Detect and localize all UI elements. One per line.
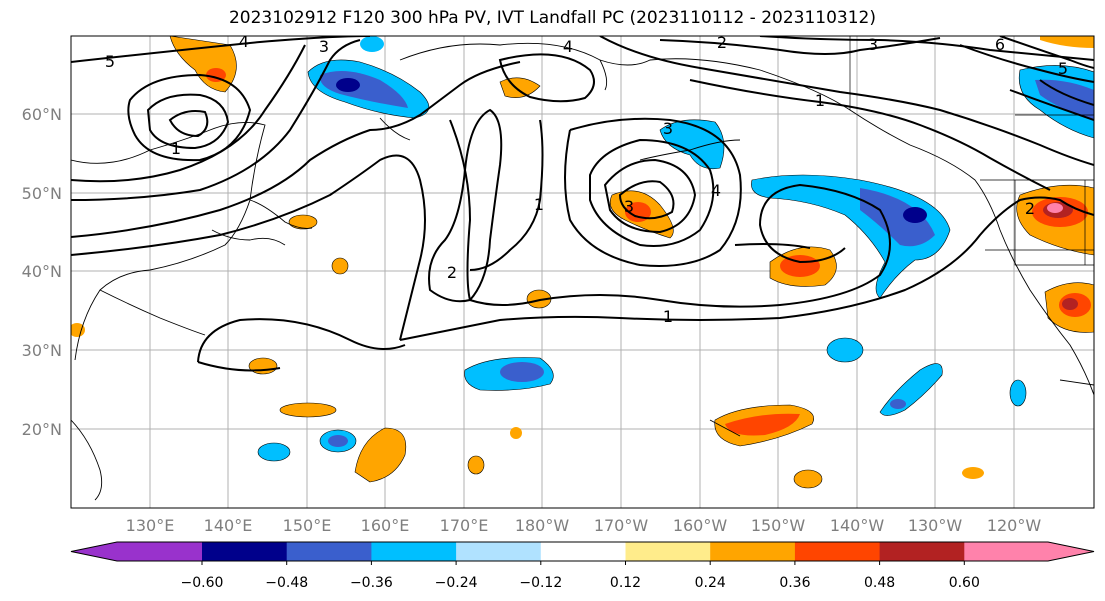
colorbar-segment (625, 542, 711, 561)
colorbar-tick-label: 0.24 (695, 575, 726, 591)
negative-anomaly-regions (257, 36, 1094, 462)
contour-label: 4 (239, 32, 249, 51)
anomaly-patch (1035, 79, 1094, 120)
longitude-label: 150°E (283, 516, 332, 535)
anomaly-patch (331, 257, 349, 275)
colorbar-tick-label: −0.36 (350, 575, 393, 591)
latitude-label: 50°N (22, 184, 62, 203)
latitude-label: 60°N (22, 105, 62, 124)
contour-label: 1 (663, 307, 673, 326)
contour-label-group: 5 4 3 3 2 1 1 1 2 2 3 4 6 5 3 4 1 (105, 32, 1068, 326)
colorbar-tick-label: 0.36 (779, 575, 810, 591)
latitude-label: 40°N (22, 262, 62, 281)
anomaly-patch (354, 427, 407, 483)
anomaly-patch (890, 399, 906, 409)
anomaly-patch (467, 455, 485, 475)
anomaly-patch (288, 214, 318, 230)
anomaly-patch (279, 402, 337, 418)
anomaly-patch (257, 442, 291, 462)
contour-label: 1 (534, 195, 544, 214)
longitude-label: 160°E (361, 516, 410, 535)
anomaly-patch (328, 435, 348, 447)
coastlines (71, 42, 1094, 501)
colorbar-tick-label: −0.60 (181, 575, 224, 591)
anomaly-patch (500, 362, 544, 382)
contour-label: 5 (105, 52, 115, 71)
colorbar-tick-label: −0.48 (265, 575, 308, 591)
longitude-label: 130°W (908, 516, 963, 535)
pv-contours (71, 36, 1094, 372)
contour-label: 3 (868, 35, 878, 54)
latitude-label: 20°N (22, 420, 62, 439)
longitude-label: 160°W (673, 516, 728, 535)
longitude-label: 170°E (440, 516, 489, 535)
anomaly-patch (336, 78, 360, 92)
contour-label: 3 (624, 197, 634, 216)
anomaly-patch (793, 469, 823, 489)
colorbar-tick-label: 0.60 (949, 575, 980, 591)
colorbar-segment (202, 542, 288, 561)
anomaly-patch (826, 337, 864, 363)
colorbar: −0.60 −0.48 −0.36 −0.24 −0.12 0.12 0.24 0.36 0.4… (70, 541, 1095, 591)
colorbar-tick-label: 0.48 (864, 575, 895, 591)
anomaly-patch (1047, 203, 1063, 213)
map-frame (70, 35, 1095, 509)
contour-label: 3 (663, 119, 673, 138)
contour-label: 4 (711, 181, 721, 200)
anomaly-patch (360, 36, 384, 52)
anomaly-patch (1040, 36, 1094, 48)
longitude-labels: 130°E 140°E 150°E 160°E 170°E 180°W 170°W 160°W… (126, 516, 1042, 535)
contour-label: 4 (563, 37, 573, 56)
anomaly-patch (860, 188, 935, 247)
longitude-label: 170°W (594, 516, 649, 535)
colorbar-segment (456, 542, 542, 561)
contour-label: 3 (319, 37, 329, 56)
colorbar-tick-label: −0.24 (435, 575, 478, 591)
colorbar-segment (710, 542, 796, 561)
anomaly-patch (510, 427, 522, 439)
colorbar-segment (286, 542, 372, 561)
colorbar-segment (371, 542, 457, 561)
contour-label: 2 (447, 263, 457, 282)
longitude-label: 180°W (515, 516, 570, 535)
contour-label: 1 (171, 139, 181, 158)
contour-label: 2 (717, 33, 727, 52)
contour-label: 5 (1058, 59, 1068, 78)
anomaly-patch (962, 467, 984, 479)
colorbar-tick-label: 0.12 (610, 575, 641, 591)
anomaly-patch (248, 357, 278, 375)
anomaly-patch (1062, 298, 1078, 310)
longitude-label: 130°E (126, 516, 175, 535)
longitude-label: 150°W (751, 516, 806, 535)
anomaly-patch (725, 413, 800, 436)
longitude-label: 120°W (987, 516, 1042, 535)
latitude-label: 30°N (22, 341, 62, 360)
contour-label: 1 (815, 91, 825, 110)
anomaly-patch (71, 323, 85, 337)
colorbar-extend-min (71, 542, 202, 561)
longitude-label: 140°W (830, 516, 885, 535)
colorbar-extend-max (964, 542, 1094, 561)
anomaly-patch (780, 255, 820, 277)
latitude-labels: 60°N 50°N 40°N 30°N 20°N (22, 105, 62, 439)
colorbar-outline (70, 541, 1095, 562)
colorbar-segment (794, 542, 881, 561)
colorbar-tick-label: −0.12 (519, 575, 562, 591)
anomaly-patch (903, 207, 927, 223)
anomaly-patch (1009, 379, 1027, 407)
colorbar-segment (879, 542, 965, 561)
longitude-label: 140°E (204, 516, 253, 535)
colorbar-segment (540, 542, 626, 561)
contour-label: 2 (1025, 199, 1035, 218)
political-borders (849, 36, 1094, 266)
contour-label: 6 (995, 35, 1005, 54)
map-title: 2023102912 F120 300 hPa PV, IVT Landfall… (228, 8, 876, 28)
